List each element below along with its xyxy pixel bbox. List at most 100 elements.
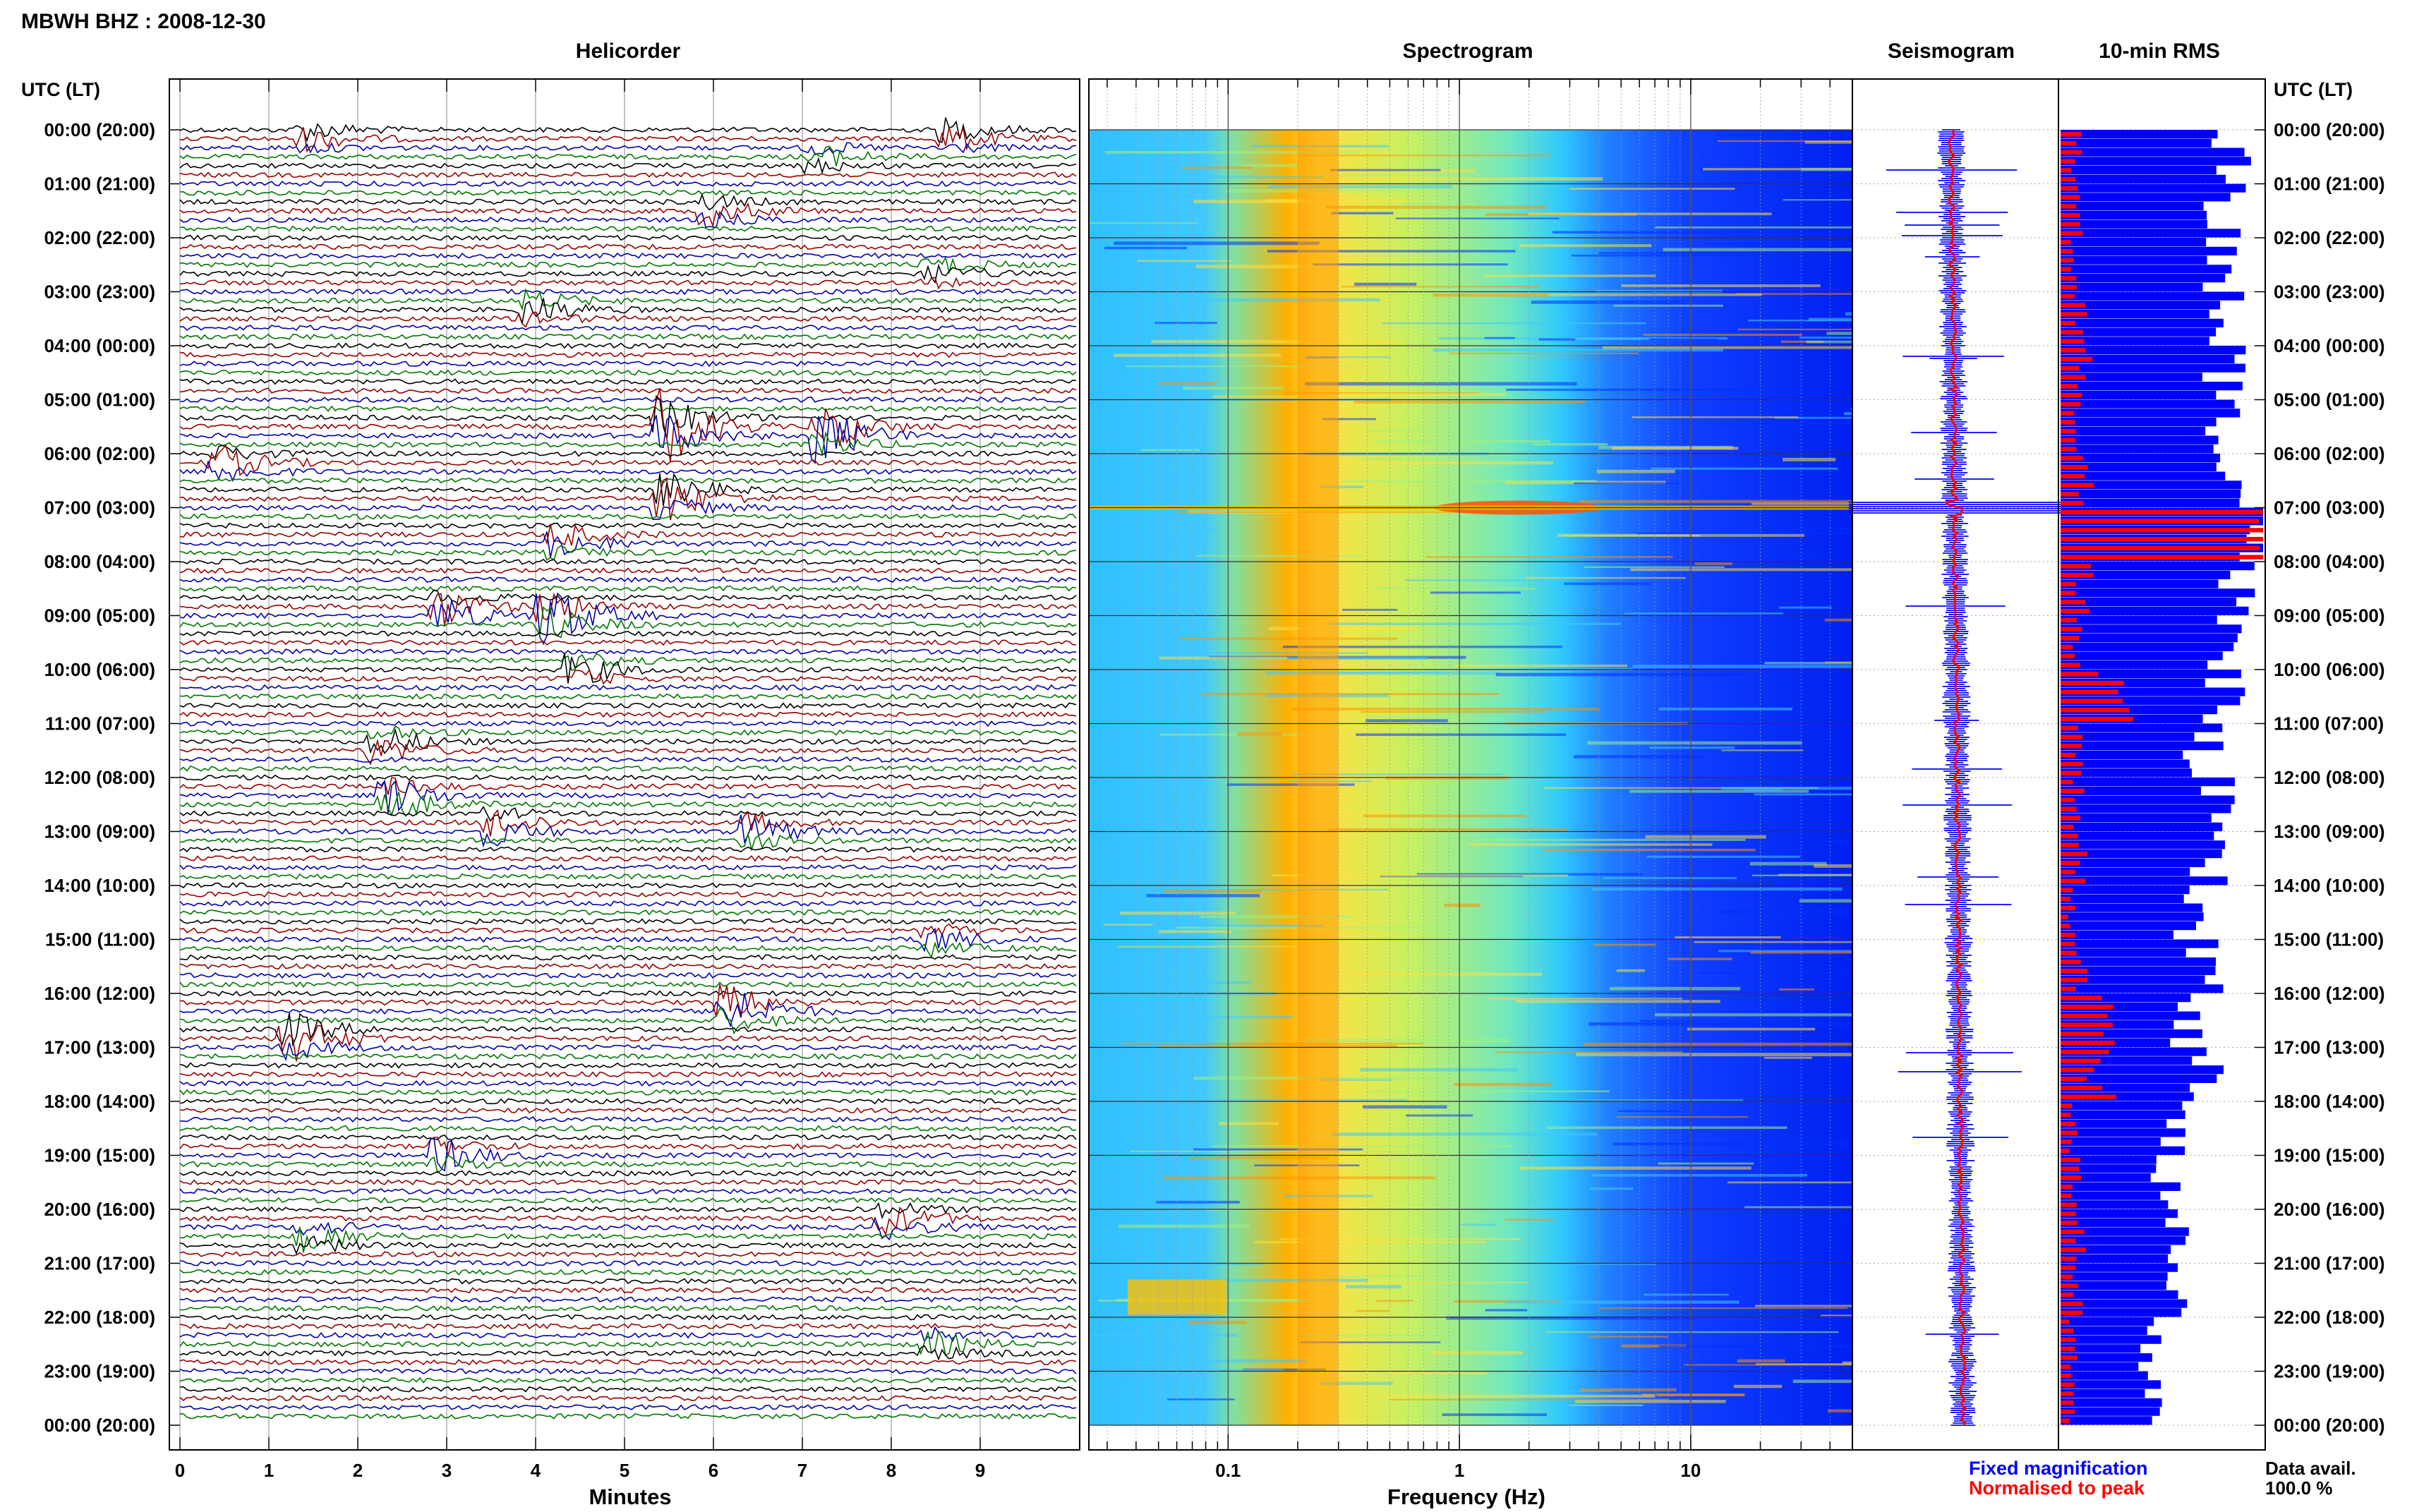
rms-fixed-bar [2061,624,2242,634]
figure-title: MBWH BHZ : 2008-12-30 [21,10,266,33]
spectrogram-noise [1668,957,1732,960]
spectrogram-noise [1611,447,1739,450]
rms-fixed-bar [2061,282,2203,291]
spectrogram-noise [1302,1039,1509,1043]
spectrogram-tick-label: 1 [1454,1460,1464,1481]
helicorder-trace [179,531,1077,558]
spectrogram-noise [1380,1394,1656,1398]
rms-normalised-bar [2061,734,2083,739]
helicorder-trace [179,444,1077,476]
utc-label-right: UTC (LT) [2274,79,2353,100]
spectrogram-noise [1763,1056,1812,1059]
spectrogram-noise [1168,1263,1265,1266]
rms-normalised-bar [2061,168,2072,173]
rms-normalised-bar [2061,375,2086,380]
helicorder-trace [179,592,1077,626]
spectrogram-noise [1654,1013,1852,1017]
spectrogram-noise [1828,1409,1852,1413]
rms-normalised-bar [2061,1022,2113,1027]
rms-fixed-bar [2061,1263,2178,1272]
helicorder-trace [179,1404,1077,1410]
rms-fixed-bar [2061,1362,2139,1371]
rms-fixed-bar [2061,1110,2185,1119]
rms-fixed-bar [2061,840,2225,849]
rms-fixed-bar [2061,346,2246,355]
helicorder-trace [179,1053,1077,1060]
rms-normalised-bar [2061,941,2075,947]
helicorder-trace [179,145,1077,167]
spectrogram-noise [1519,1166,1751,1170]
rms-fixed-bar [2061,1074,2217,1083]
rms-fixed-bar [2061,1119,2167,1128]
rms-normalised-bar [2061,1283,2078,1288]
spectrogram-tick-label: 10 [1680,1460,1701,1481]
spectrogram-xlabel: Frequency (Hz) [1387,1484,1545,1508]
spectrogram-noise [1596,469,1675,473]
spectrogram-noise [1659,1345,1852,1348]
rms-fixed-bar [2061,1335,2161,1344]
rms-fixed-bar [2061,588,2255,598]
spectrogram-noise [1649,746,1735,749]
spectrogram-noise [1516,1000,1720,1003]
spectrogram-noise [1636,532,1852,535]
spectrogram-noise [1545,1331,1839,1333]
spectrogram-noise [1792,1379,1852,1384]
spectrogram-noise [1598,1307,1848,1310]
rms-normalised-bar [2061,1103,2073,1108]
rms-normalised-bar [2061,572,2094,578]
spectrogram-noise [1826,332,1852,335]
spectrogram-noise [1208,652,1368,654]
rms-normalised-bar [2061,276,2077,281]
helicorder-trace [179,900,1077,907]
rms-fixed-bar [2061,1416,2152,1425]
spectrogram-noise [1107,1007,1166,1009]
spectrogram-noise [1651,467,1838,470]
helicorder-trace [179,369,1077,376]
spectrogram-noise [1117,176,1324,179]
spectrogram-noise [1588,1022,1852,1026]
spectrogram-noise [1533,442,1608,446]
spectrogram-noise [1824,618,1852,622]
helicorder-trace [179,225,1077,232]
spectrogram-noise [1736,293,1852,295]
helicorder-tick-label: 1 [264,1460,274,1481]
rms-normalised-bar [2061,140,2077,146]
helicorder-trace [179,777,1077,795]
rms-fixed-bar [2061,202,2204,211]
helicorder-trace [179,524,1077,546]
rms-fixed-bar [2061,579,2219,588]
spectrogram-noise [1694,941,1852,943]
spectrogram-noise [1243,1368,1327,1371]
rms-normalised-bar [2061,384,2078,389]
rms-normalised-bar [2061,258,2075,263]
time-label-right: 01:00 (21:00) [2274,174,2385,195]
spectrogram-noise [1159,656,1287,660]
spectrogram-noise [1121,1042,1423,1045]
helicorder-trace [179,513,1077,520]
rms-fixed-bar [2061,462,2217,471]
rms-fixed-bar [2061,975,2205,984]
rms-normalised-bar [2061,744,2082,749]
time-label-left: 18:00 (14:00) [44,1091,155,1112]
spectrogram-noise [1354,282,1417,286]
rms-fixed-bar [2061,562,2255,571]
rms-fixed-bar [2061,1254,2169,1263]
spectrogram-noise [1114,241,1320,246]
helicorder-trace [179,1170,1077,1177]
helicorder-trace [179,720,1077,727]
spectrogram-noise [1331,212,1394,214]
rms-normalised-bar [2061,1355,2078,1360]
rms-normalised-bar [2061,960,2081,964]
spectrogram-noise [1199,915,1353,919]
spectrogram-noise [1588,1336,1669,1338]
rms-normalised-bar [2061,950,2077,955]
spectrogram-noise [1432,1351,1524,1355]
helicorder-panel: 0 1 2 3 4 5 6 7 8 9 [175,79,1077,1481]
spectrogram-noise [1749,861,1827,866]
spectrogram-noise [1821,1216,1852,1219]
rms-normalised-bar [2061,636,2080,641]
spectrogram-noise [1193,1148,1363,1151]
rms-normalised-bar [2061,464,2088,470]
spectrogram-noise [1602,346,1852,349]
